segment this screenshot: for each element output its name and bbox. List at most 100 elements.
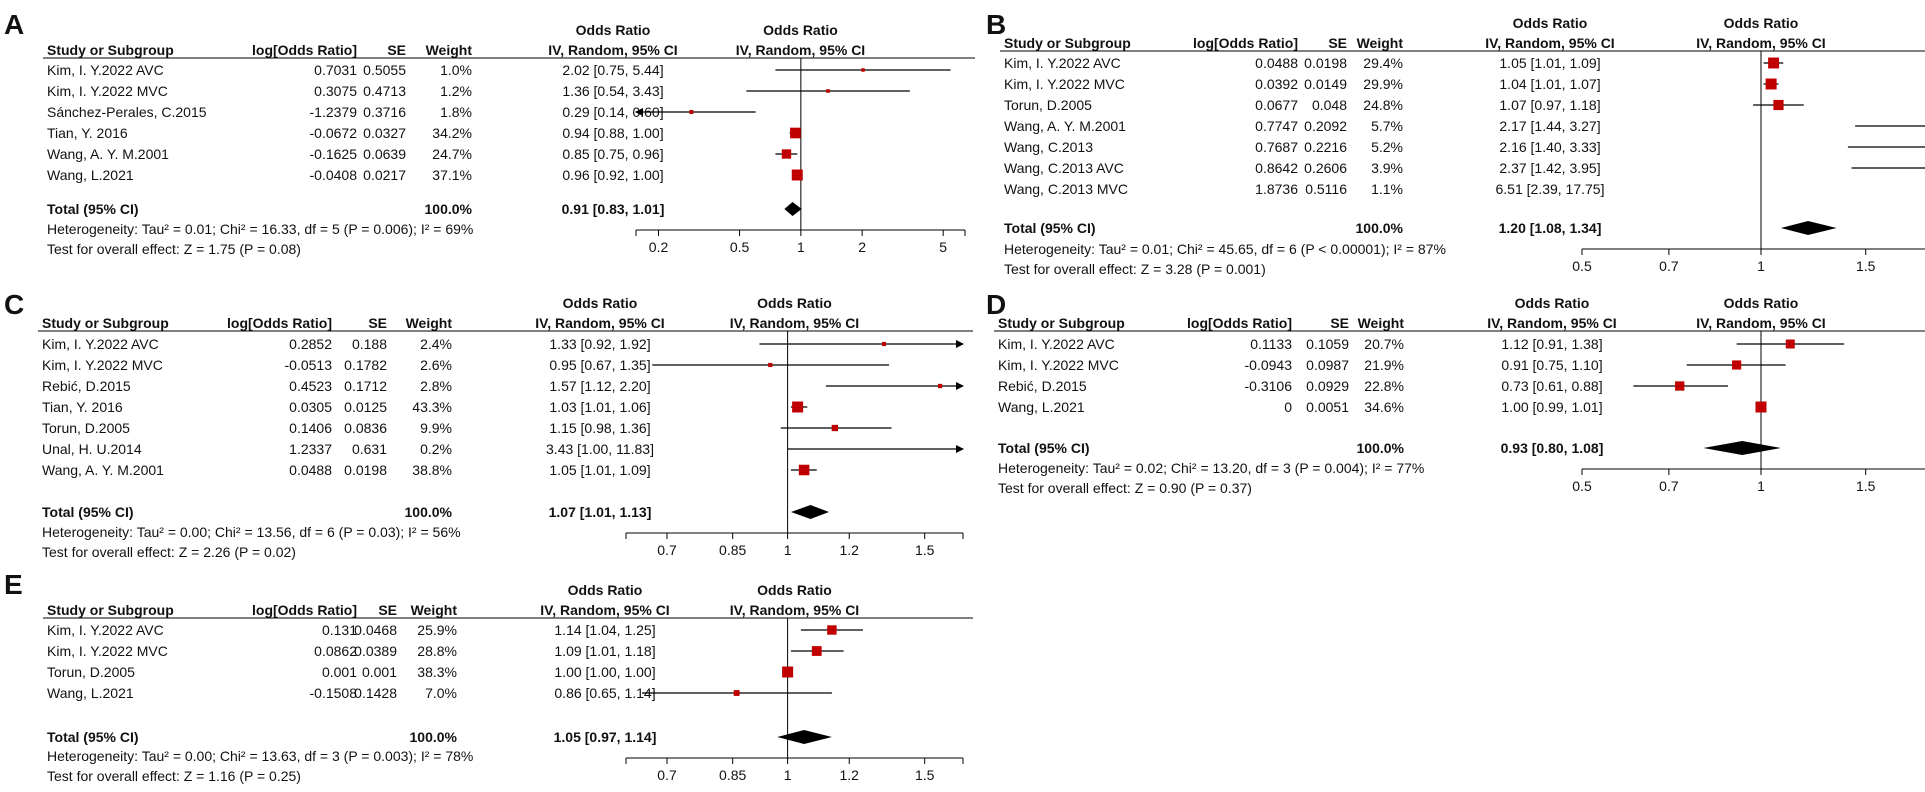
- study-ci: 1.05 [1.01, 1.09]: [1499, 55, 1600, 71]
- ci-arrow-right: [956, 445, 964, 453]
- study-se: 0.2216: [1304, 139, 1347, 155]
- column-header-se: SE: [1330, 315, 1349, 331]
- study-se: 0.0217: [363, 167, 406, 183]
- study-log-or: -1.2379: [310, 104, 358, 120]
- study-log-or: -0.3106: [1245, 378, 1293, 394]
- study-weight: 38.3%: [417, 664, 457, 680]
- x-axis-tick-label: 0.85: [719, 767, 746, 783]
- study-marker: [782, 666, 794, 678]
- study-name: Unal, H. U.2014: [42, 441, 142, 457]
- study-weight: 34.2%: [432, 125, 472, 141]
- x-axis-tick-label: 1.5: [915, 542, 935, 558]
- study-marker: [937, 383, 943, 389]
- plot-method-label: IV, Random, 95% CI: [730, 602, 859, 618]
- column-header-study: Study or Subgroup: [47, 42, 174, 58]
- forest-panel-e: E Odds Ratio Odds Ratio Study or Subgroup lo…: [0, 560, 973, 792]
- study-weight: 34.6%: [1364, 399, 1404, 415]
- study-log-or: 0.001: [322, 664, 357, 680]
- study-se: 0.0836: [344, 420, 387, 436]
- x-axis-tick-label: 5: [939, 239, 947, 255]
- panel-label: C: [4, 289, 24, 320]
- study-se: 0.631: [352, 441, 387, 457]
- study-log-or: -0.0672: [310, 125, 358, 141]
- x-axis-tick-label: 0.2: [649, 239, 669, 255]
- study-marker: [1773, 99, 1784, 111]
- study-weight: 1.1%: [1371, 181, 1403, 197]
- overall-effect-text: Test for overall effect: Z = 3.28 (P = 0…: [1004, 261, 1266, 277]
- total-weight: 100.0%: [1356, 220, 1404, 236]
- study-weight: 24.8%: [1363, 97, 1403, 113]
- study-name: Tian, Y. 2016: [42, 399, 123, 415]
- study-se: 0.5116: [1305, 181, 1347, 197]
- study-name: Rebić, D.2015: [998, 378, 1087, 394]
- study-name: Torun, D.2005: [47, 664, 135, 680]
- study-ci: 0.86 [0.65, 1.14]: [554, 685, 655, 701]
- study-se: 0.0987: [1306, 357, 1349, 373]
- x-axis-tick-label: 1: [784, 767, 792, 783]
- total-weight: 100.0%: [1357, 440, 1405, 456]
- x-axis-tick-label: 0.5: [1572, 478, 1592, 494]
- study-log-or: -0.0943: [1245, 357, 1293, 373]
- study-se: 0.0327: [363, 125, 406, 141]
- study-name: Wang, C.2013 MVC: [1004, 181, 1128, 197]
- study-name: Kim, I. Y.2022 AVC: [47, 62, 164, 78]
- study-ci: 1.05 [1.01, 1.09]: [549, 462, 650, 478]
- study-log-or: 0.8642: [1255, 160, 1298, 176]
- study-ci: 0.94 [0.88, 1.00]: [562, 125, 663, 141]
- study-se: 0.3716: [363, 104, 406, 120]
- study-weight: 2.6%: [420, 357, 452, 373]
- x-axis-tick-label: 0.7: [1659, 478, 1679, 494]
- study-weight: 3.9%: [1371, 160, 1403, 176]
- table-method-label: IV, Random, 95% CI: [1487, 315, 1616, 331]
- study-ci: 0.91 [0.75, 1.10]: [1501, 357, 1602, 373]
- study-ci: 1.00 [0.99, 1.01]: [1501, 399, 1602, 415]
- forest-plot-a: A Odds Ratio Odds Ratio Study or Subgroup lo…: [4, 9, 975, 257]
- column-header-study: Study or Subgroup: [42, 315, 169, 331]
- study-ci: 1.09 [1.01, 1.18]: [554, 643, 655, 659]
- study-log-or: -0.1508: [310, 685, 358, 701]
- study-log-or: 0.0488: [289, 462, 332, 478]
- study-log-or: 0.2852: [289, 336, 332, 352]
- study-se: 0.4713: [363, 83, 406, 99]
- total-weight: 100.0%: [405, 504, 453, 520]
- column-header-log-or: log[Odds Ratio]: [252, 602, 357, 618]
- column-header-weight: Weight: [1357, 35, 1404, 51]
- study-marker: [798, 464, 810, 476]
- study-marker: [881, 341, 887, 347]
- table-effect-header: Odds Ratio: [1515, 295, 1590, 311]
- study-se: 0.1712: [344, 378, 387, 394]
- plot-method-label: IV, Random, 95% CI: [730, 315, 859, 331]
- summary-diamond: [777, 730, 832, 744]
- study-name: Kim, I. Y.2022 MVC: [47, 643, 168, 659]
- study-ci: 0.85 [0.75, 0.96]: [562, 146, 663, 162]
- study-weight: 28.8%: [417, 643, 457, 659]
- study-log-or: -0.0513: [285, 357, 333, 373]
- summary-diamond: [784, 202, 802, 216]
- study-name: Wang, A. Y. M.2001: [1004, 118, 1126, 134]
- summary-diamond: [790, 505, 829, 519]
- study-marker: [1755, 401, 1767, 413]
- total-ci: 1.05 [0.97, 1.14]: [554, 729, 657, 745]
- column-header-se: SE: [368, 315, 387, 331]
- study-name: Kim, I. Y.2022 AVC: [998, 336, 1115, 352]
- study-weight: 1.2%: [440, 83, 472, 99]
- x-axis-tick-label: 0.7: [657, 767, 677, 783]
- overall-effect-text: Test for overall effect: Z = 2.26 (P = 0…: [42, 544, 296, 560]
- study-weight: 1.0%: [440, 62, 472, 78]
- study-se: 0.0198: [344, 462, 387, 478]
- heterogeneity-text: Heterogeneity: Tau² = 0.02; Chi² = 13.20…: [998, 460, 1424, 476]
- study-ci: 1.33 [0.92, 1.92]: [549, 336, 650, 352]
- study-se: 0.0639: [363, 146, 406, 162]
- study-ci: 3.43 [1.00, 11.83]: [546, 441, 654, 457]
- study-name: Kim, I. Y.2022 MVC: [998, 357, 1119, 373]
- heterogeneity-text: Heterogeneity: Tau² = 0.00; Chi² = 13.63…: [47, 748, 473, 764]
- plot-effect-header: Odds Ratio: [757, 295, 832, 311]
- heterogeneity-text: Heterogeneity: Tau² = 0.01; Chi² = 16.33…: [47, 221, 473, 237]
- study-marker: [861, 68, 865, 72]
- x-axis-tick-label: 1.5: [1856, 478, 1876, 494]
- study-weight: 22.8%: [1364, 378, 1404, 394]
- study-log-or: 0.1406: [289, 420, 332, 436]
- study-marker: [827, 625, 837, 635]
- total-ci: 0.93 [0.80, 1.08]: [1501, 440, 1604, 456]
- plot-effect-header: Odds Ratio: [1724, 15, 1799, 31]
